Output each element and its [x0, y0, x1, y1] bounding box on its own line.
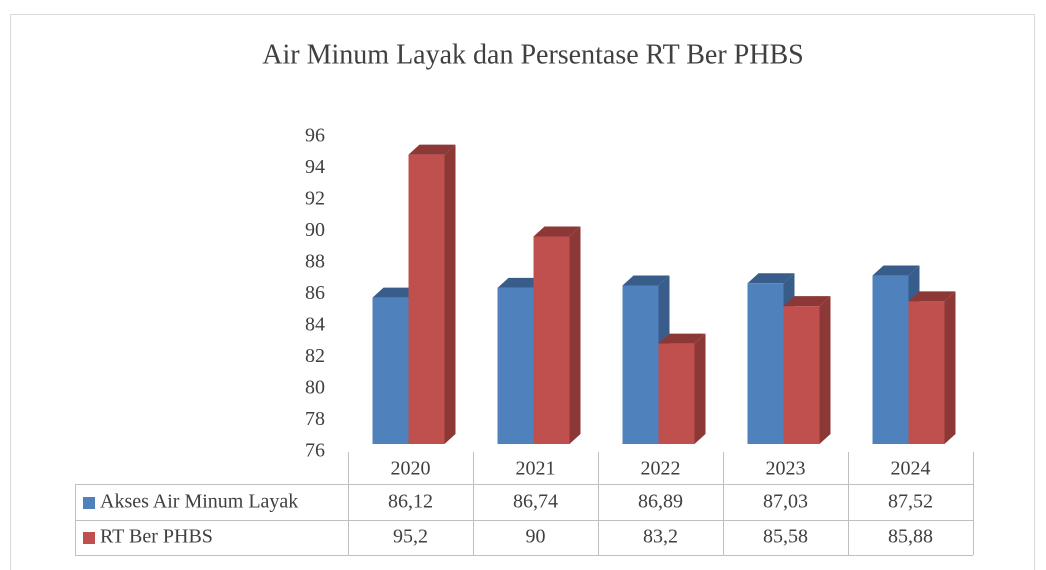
bar-top	[747, 273, 795, 284]
bar-top	[533, 226, 581, 237]
x-tick-label: 2020	[391, 458, 431, 480]
bar-front	[408, 154, 445, 444]
x-tick-label: 2022	[641, 458, 681, 480]
bar-side	[444, 144, 456, 444]
bar-front	[372, 297, 409, 444]
table-value: 87,52	[888, 491, 933, 513]
y-tick-label: 90	[305, 219, 325, 241]
bar-front	[872, 275, 909, 444]
bar-front	[783, 306, 820, 444]
bar-top	[497, 277, 545, 288]
y-tick-label: 84	[305, 314, 325, 336]
bar-front	[533, 236, 570, 444]
bar	[783, 296, 831, 444]
bar-side	[819, 296, 831, 444]
y-tick-label: 76	[305, 440, 325, 462]
bar-front	[747, 283, 784, 444]
legend-label: Akses Air Minum Layak	[100, 491, 298, 513]
legend-swatch	[83, 497, 95, 509]
bar-top	[408, 144, 456, 155]
x-tick-label: 2021	[516, 458, 556, 480]
legend-label: RT Ber PHBS	[100, 526, 213, 548]
y-tick-label: 80	[305, 377, 325, 399]
y-tick-label: 94	[305, 156, 325, 178]
bar-front	[658, 343, 695, 444]
table-value: 87,03	[763, 491, 808, 513]
bar-side	[694, 333, 706, 444]
bar-front	[908, 301, 945, 444]
table-value: 90	[526, 526, 546, 548]
bar	[533, 226, 581, 444]
x-tick-label: 2024	[891, 458, 931, 480]
table-value: 83,2	[643, 526, 678, 548]
y-tick-label: 96	[305, 125, 325, 147]
bar-front	[622, 285, 659, 444]
bar-front	[497, 287, 534, 444]
bar-side	[944, 291, 956, 444]
y-tick-label: 86	[305, 282, 325, 304]
data-table	[75, 484, 973, 556]
table-value: 86,74	[513, 491, 558, 513]
bar-top	[872, 265, 920, 276]
table-value: 95,2	[393, 526, 428, 548]
table-value: 85,88	[888, 526, 933, 548]
table-value: 86,89	[638, 491, 683, 513]
table-value: 85,58	[763, 526, 808, 548]
bar-top	[658, 333, 706, 344]
bar-top	[372, 287, 420, 298]
bar	[658, 333, 706, 444]
y-tick-label: 88	[305, 251, 325, 273]
y-tick-label: 92	[305, 188, 325, 210]
chart-border	[10, 14, 1035, 570]
table-value: 86,12	[388, 491, 433, 513]
bar	[408, 144, 456, 444]
bar-top	[908, 291, 956, 302]
legend-swatch	[83, 532, 95, 544]
bar-top	[783, 296, 831, 307]
bar-top	[622, 275, 670, 286]
y-tick-label: 78	[305, 408, 325, 430]
bar	[908, 291, 956, 444]
y-tick-label: 82	[305, 345, 325, 367]
bar-side	[569, 226, 581, 444]
x-tick-label: 2023	[766, 458, 806, 480]
chart-title: Air Minum Layak dan Persentase RT Ber PH…	[262, 39, 803, 70]
